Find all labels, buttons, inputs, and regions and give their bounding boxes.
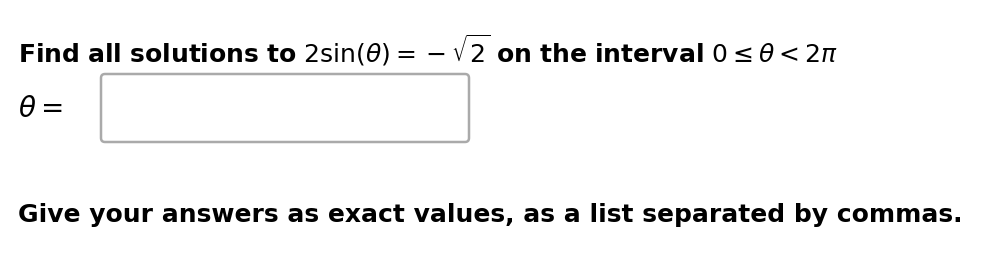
- Text: Give your answers as exact values, as a list separated by commas.: Give your answers as exact values, as a …: [18, 203, 962, 227]
- Text: $\theta =$: $\theta =$: [18, 95, 63, 123]
- Text: $\mathsf{\mathbf{Find\ all\ solutions\ to\ }}2\sin(\theta) = -\sqrt{2}\mathsf{\m: $\mathsf{\mathbf{Find\ all\ solutions\ t…: [18, 33, 838, 69]
- FancyBboxPatch shape: [101, 74, 469, 142]
